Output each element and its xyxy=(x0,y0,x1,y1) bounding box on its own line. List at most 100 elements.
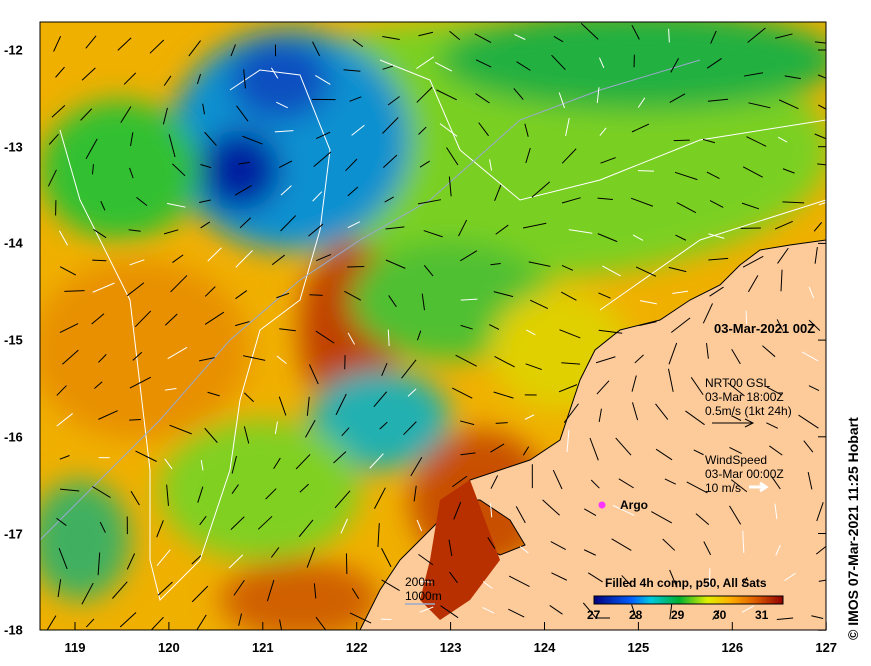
current-vector xyxy=(418,126,427,135)
current-vector xyxy=(85,138,98,160)
current-vector xyxy=(811,615,824,619)
current-vector xyxy=(53,35,62,52)
current-vector xyxy=(777,136,788,143)
current-vector xyxy=(631,123,650,133)
current-vector xyxy=(235,290,248,300)
current-vector xyxy=(335,393,347,416)
current-vector xyxy=(530,299,549,310)
current-vector xyxy=(460,250,478,262)
current-vector xyxy=(166,202,186,208)
current-vector xyxy=(702,303,713,324)
current-vector xyxy=(731,349,741,365)
current-vector xyxy=(200,221,211,229)
current-vector xyxy=(382,154,398,168)
wind-scale-arrow xyxy=(749,481,769,493)
current-vector xyxy=(448,539,453,557)
current-vector xyxy=(599,127,607,136)
current-vector xyxy=(298,519,314,538)
current-vector xyxy=(639,321,657,327)
current-vector xyxy=(280,215,297,232)
current-vector xyxy=(631,24,640,40)
current-vector xyxy=(270,547,280,558)
current-vector xyxy=(351,588,360,600)
current-vector xyxy=(708,257,729,261)
current-vector xyxy=(552,469,563,490)
current-vector xyxy=(707,98,729,102)
current-vector xyxy=(460,324,473,330)
current-vector xyxy=(278,396,287,416)
current-vector xyxy=(401,359,417,379)
current-vector xyxy=(134,310,152,328)
x-tick-label: 119 xyxy=(64,640,86,655)
current-vector xyxy=(242,355,266,361)
current-vector xyxy=(382,117,399,134)
current-vector xyxy=(621,575,632,587)
current-vector xyxy=(731,415,742,421)
current-vector xyxy=(583,508,597,517)
current-vector xyxy=(561,264,574,271)
current-vector xyxy=(416,330,422,341)
current-vector xyxy=(522,446,530,456)
current-vector xyxy=(278,160,293,169)
current-vector xyxy=(316,131,331,139)
current-vector xyxy=(664,478,677,485)
current-vector xyxy=(308,223,324,237)
current-vector xyxy=(56,413,74,427)
current-vector xyxy=(807,472,813,490)
current-vector xyxy=(341,427,350,437)
current-vector xyxy=(157,581,173,596)
x-tick-label: 126 xyxy=(721,640,744,655)
current-vector xyxy=(514,33,526,40)
current-vector xyxy=(313,151,332,167)
current-vector xyxy=(708,233,725,239)
current-vector xyxy=(419,160,430,168)
current-vector xyxy=(801,351,819,362)
current-vector xyxy=(590,479,600,489)
current-vector xyxy=(369,453,384,469)
current-vector xyxy=(345,158,358,172)
current-vector xyxy=(587,572,603,583)
current-vector xyxy=(670,317,691,333)
current-vector xyxy=(56,385,67,396)
current-vector xyxy=(766,386,782,396)
current-vector xyxy=(276,101,288,109)
current-vector xyxy=(419,580,432,583)
current-vector xyxy=(460,298,478,301)
current-vector xyxy=(270,67,279,79)
land-mass xyxy=(359,239,826,630)
current-vector xyxy=(766,422,778,429)
y-tick-label: -12 xyxy=(4,42,23,58)
current-vector xyxy=(449,30,461,41)
current-vector xyxy=(775,33,793,39)
current-vector xyxy=(381,579,400,592)
current-vector xyxy=(702,138,716,144)
current-vector xyxy=(746,136,767,147)
current-vector xyxy=(566,429,570,452)
current-vector xyxy=(449,571,458,584)
current-vector xyxy=(91,164,94,175)
current-vector xyxy=(98,410,118,420)
current-vector xyxy=(482,606,495,614)
current-vector xyxy=(136,197,148,207)
current-vector xyxy=(712,610,720,620)
current-vector xyxy=(525,363,542,371)
current-vector xyxy=(196,73,202,85)
current-vector xyxy=(188,40,201,57)
current-vector xyxy=(690,377,704,396)
current-vector xyxy=(266,579,275,602)
current-vector xyxy=(669,603,673,620)
current-vector xyxy=(526,329,536,336)
current-vector xyxy=(596,87,600,103)
current-vector xyxy=(493,291,514,298)
colorbar-tick-label: 31 xyxy=(755,608,769,622)
current-vector xyxy=(129,376,152,389)
current-vector xyxy=(589,437,599,461)
current-vector xyxy=(59,323,79,333)
current-vector xyxy=(439,123,458,137)
current-vector xyxy=(306,547,316,568)
current-vector xyxy=(166,484,169,506)
current-vector xyxy=(403,421,417,436)
current-vector xyxy=(423,265,434,277)
current-vector xyxy=(129,418,141,421)
current-vector xyxy=(85,618,95,628)
